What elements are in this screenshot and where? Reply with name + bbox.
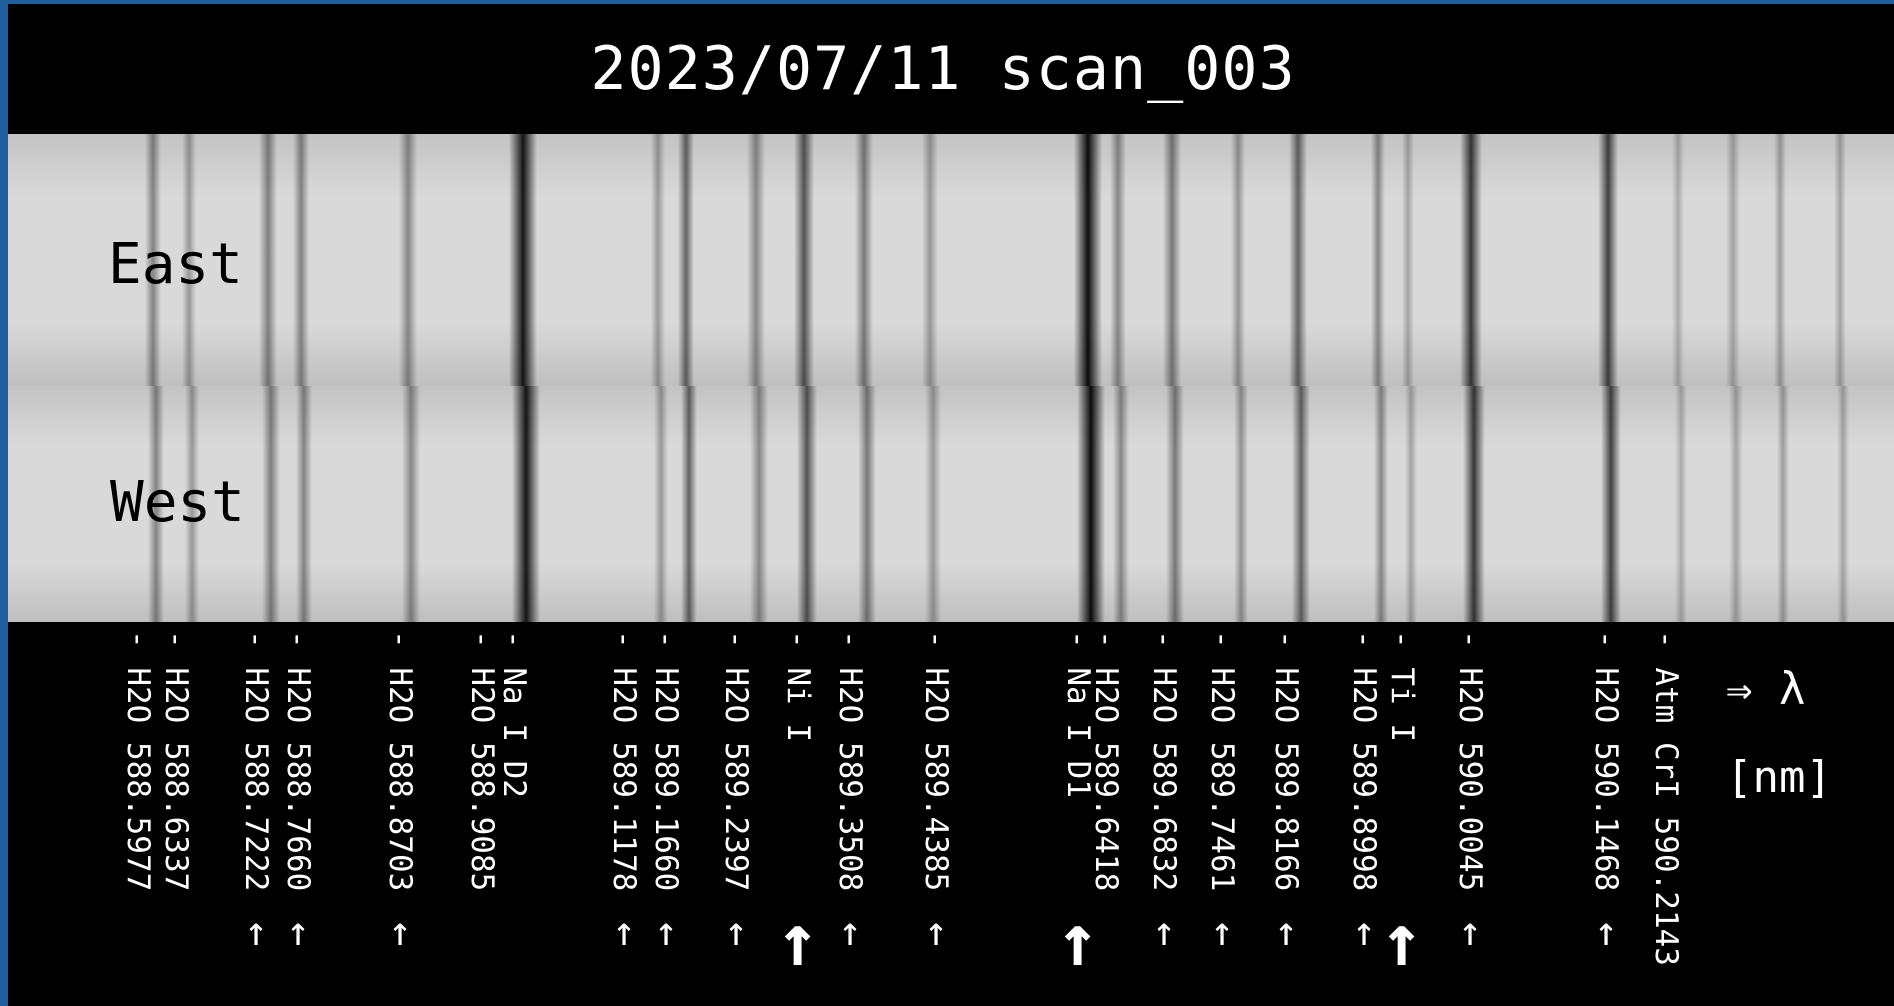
up-arrow-large-icon: ↑ (1056, 898, 1100, 982)
line-label: - Atm CrI 590.2143 (1648, 630, 1684, 966)
line-label: - H2O 588.9085 (464, 630, 500, 892)
line-label: - H2O 588.6337 (158, 630, 194, 892)
wavelength-arrow-label: ⇒ λ (1726, 664, 1806, 715)
line-label: - H2O 589.7461 (1204, 630, 1240, 892)
line-label: - H2O 588.5977 (120, 630, 156, 892)
east-spectrum-band (8, 134, 1894, 386)
west-label: West (110, 470, 245, 535)
line-label: - H2O 589.6832 (1146, 630, 1182, 892)
up-arrow-icon: ↑ (1594, 909, 1619, 955)
up-arrow-icon: ↑ (1210, 909, 1235, 955)
up-arrow-icon: ↑ (924, 909, 949, 955)
up-arrow-icon: ↑ (724, 909, 749, 955)
up-arrow-large-icon: ↑ (1380, 898, 1424, 982)
line-label: - Ni I (780, 630, 816, 742)
line-label: - Na I D1 (1060, 630, 1096, 798)
line-label: - H2O 589.4385 (918, 630, 954, 892)
spectrum-image: East West (8, 134, 1894, 622)
line-label: - H2O 589.3508 (832, 630, 868, 892)
line-label: - Na I D2 (496, 630, 532, 798)
line-label: - H2O 590.0045 (1452, 630, 1488, 892)
up-arrow-large-icon: ↑ (776, 898, 820, 982)
spectrum-frame: 2023/07/11 scan_003 East West ⇒ λ [nm] -… (8, 4, 1894, 1006)
line-label: - H2O 588.8703 (382, 630, 418, 892)
page-title: 2023/07/11 scan_003 (590, 34, 1296, 104)
up-arrow-icon: ↑ (1274, 909, 1299, 955)
up-arrow-icon: ↑ (1352, 909, 1377, 955)
line-label: - Ti I (1384, 630, 1420, 742)
line-label: - H2O 589.8166 (1268, 630, 1304, 892)
unit-label: [nm] (1726, 752, 1832, 803)
line-label: - H2O 590.1468 (1588, 630, 1624, 892)
line-label: - H2O 589.8998 (1346, 630, 1382, 892)
line-label: - H2O 588.7660 (280, 630, 316, 892)
line-label: - H2O 589.1660 (648, 630, 684, 892)
line-label: - H2O 589.2397 (718, 630, 754, 892)
line-label: - H2O 589.6418 (1088, 630, 1124, 892)
up-arrow-icon: ↑ (1458, 909, 1483, 955)
up-arrow-icon: ↑ (654, 909, 679, 955)
up-arrow-icon: ↑ (838, 909, 863, 955)
up-arrow-icon: ↑ (1152, 909, 1177, 955)
line-labels-area: ⇒ λ [nm] - H2O 588.5977- H2O 588.6337 - H… (8, 622, 1894, 1006)
line-label: - H2O 589.1178 (606, 630, 642, 892)
line-label: - H2O 588.7222 (238, 630, 274, 892)
up-arrow-icon: ↑ (244, 909, 269, 955)
up-arrow-icon: ↑ (286, 909, 311, 955)
up-arrow-icon: ↑ (612, 909, 637, 955)
east-label: East (108, 232, 243, 297)
up-arrow-icon: ↑ (388, 909, 413, 955)
west-spectrum-band (8, 386, 1894, 622)
